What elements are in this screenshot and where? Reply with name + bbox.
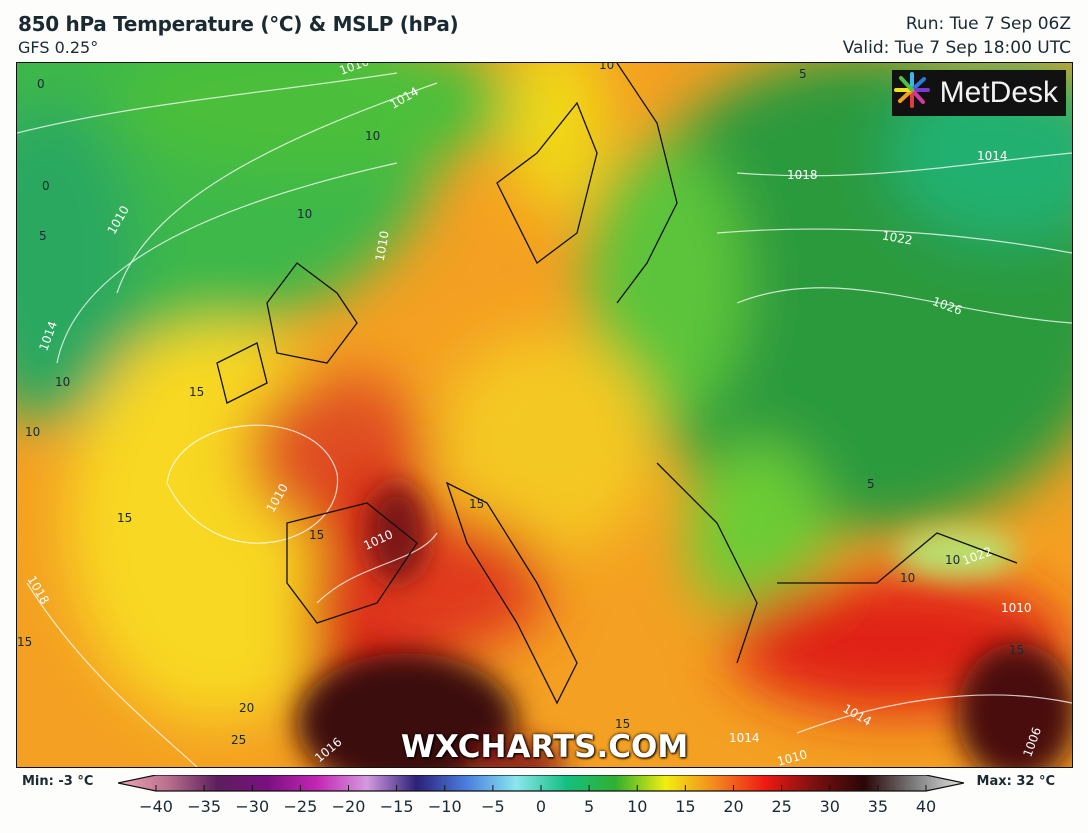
temperature-field bbox=[17, 63, 1072, 767]
colorbar-tick-label: 15 bbox=[675, 797, 696, 816]
temperature-label: 15 bbox=[117, 511, 133, 525]
colorbar-tick-label: 20 bbox=[723, 797, 744, 816]
temperature-label: 10 bbox=[945, 553, 961, 567]
run-label: Run: Tue 7 Sep 06Z bbox=[905, 14, 1071, 34]
metdesk-logo: MetDesk bbox=[892, 70, 1066, 116]
temperature-label: 10 bbox=[365, 129, 381, 143]
chart-title: 850 hPa Temperature (°C) & MSLP (hPa) bbox=[18, 12, 459, 36]
isobar-label: 1018 bbox=[787, 168, 818, 182]
temperature-label: 5 bbox=[799, 67, 807, 81]
colorbar-tick-label: −20 bbox=[331, 797, 366, 816]
temperature-label: 25 bbox=[231, 733, 247, 747]
min-temperature-label: Min: -3 °C bbox=[22, 774, 94, 789]
colorbar-tick-label: −15 bbox=[379, 797, 414, 816]
isobar-label: 1010 bbox=[1001, 601, 1032, 615]
isobar-lines bbox=[17, 72, 1072, 767]
colorbar-tick-label: −25 bbox=[283, 797, 318, 816]
colorbar-tick-label: 25 bbox=[771, 797, 792, 816]
colorbar-tick-label: −5 bbox=[481, 797, 505, 816]
temperature-label: 5 bbox=[39, 229, 47, 243]
temperature-label: 10 bbox=[55, 375, 71, 389]
colorbar-tick-label: 10 bbox=[627, 797, 648, 816]
temperature-label: 10 bbox=[900, 571, 916, 585]
metdesk-logo-text: MetDesk bbox=[939, 76, 1058, 109]
model-label: GFS 0.25° bbox=[18, 38, 99, 57]
temperature-label: 0 bbox=[42, 179, 50, 193]
colorbar-tick-label: −30 bbox=[235, 797, 270, 816]
colorbar bbox=[118, 775, 964, 792]
temperature-label: 20 bbox=[239, 701, 255, 715]
temperature-label: 10 bbox=[297, 207, 313, 221]
temperature-label: 10 bbox=[25, 425, 41, 439]
colorbar-tick-label: −35 bbox=[187, 797, 222, 816]
colorbar-tick-label: 30 bbox=[819, 797, 840, 816]
isobar-label: 1014 bbox=[977, 149, 1008, 163]
colorbar-tick-label: 35 bbox=[867, 797, 889, 816]
temperature-label: 15 bbox=[17, 635, 33, 649]
temperature-label: 15 bbox=[615, 717, 631, 731]
colorbar-tick-label: 0 bbox=[535, 797, 547, 816]
wxcharts-watermark: WXCHARTS.COM bbox=[400, 729, 689, 765]
temperature-label: 5 bbox=[867, 477, 875, 491]
temperature-label: 15 bbox=[189, 385, 205, 399]
weather-map: 1010 1014 1018 1014 1010 1014 1022 1026 … bbox=[16, 62, 1073, 768]
isobar-label: 1014 bbox=[729, 731, 760, 745]
temperature-label: 15 bbox=[1009, 643, 1025, 657]
colorbar-tick-label: −10 bbox=[427, 797, 462, 816]
temperature-label: 0 bbox=[37, 77, 45, 91]
temperature-label: 15 bbox=[309, 528, 325, 542]
temperature-label: 10 bbox=[599, 62, 615, 72]
colorbar-tick-label: −40 bbox=[139, 797, 173, 816]
temperature-label: 15 bbox=[469, 497, 485, 511]
valid-time-label: Valid: Tue 7 Sep 18:00 UTC bbox=[842, 38, 1071, 58]
max-temperature-label: Max: 32 °C bbox=[976, 774, 1055, 789]
coastlines bbox=[216, 63, 1018, 705]
colorbar-tick-label: 40 bbox=[915, 797, 937, 816]
metdesk-flower-icon bbox=[894, 72, 930, 108]
colorbar-tick-label: 5 bbox=[584, 797, 595, 816]
